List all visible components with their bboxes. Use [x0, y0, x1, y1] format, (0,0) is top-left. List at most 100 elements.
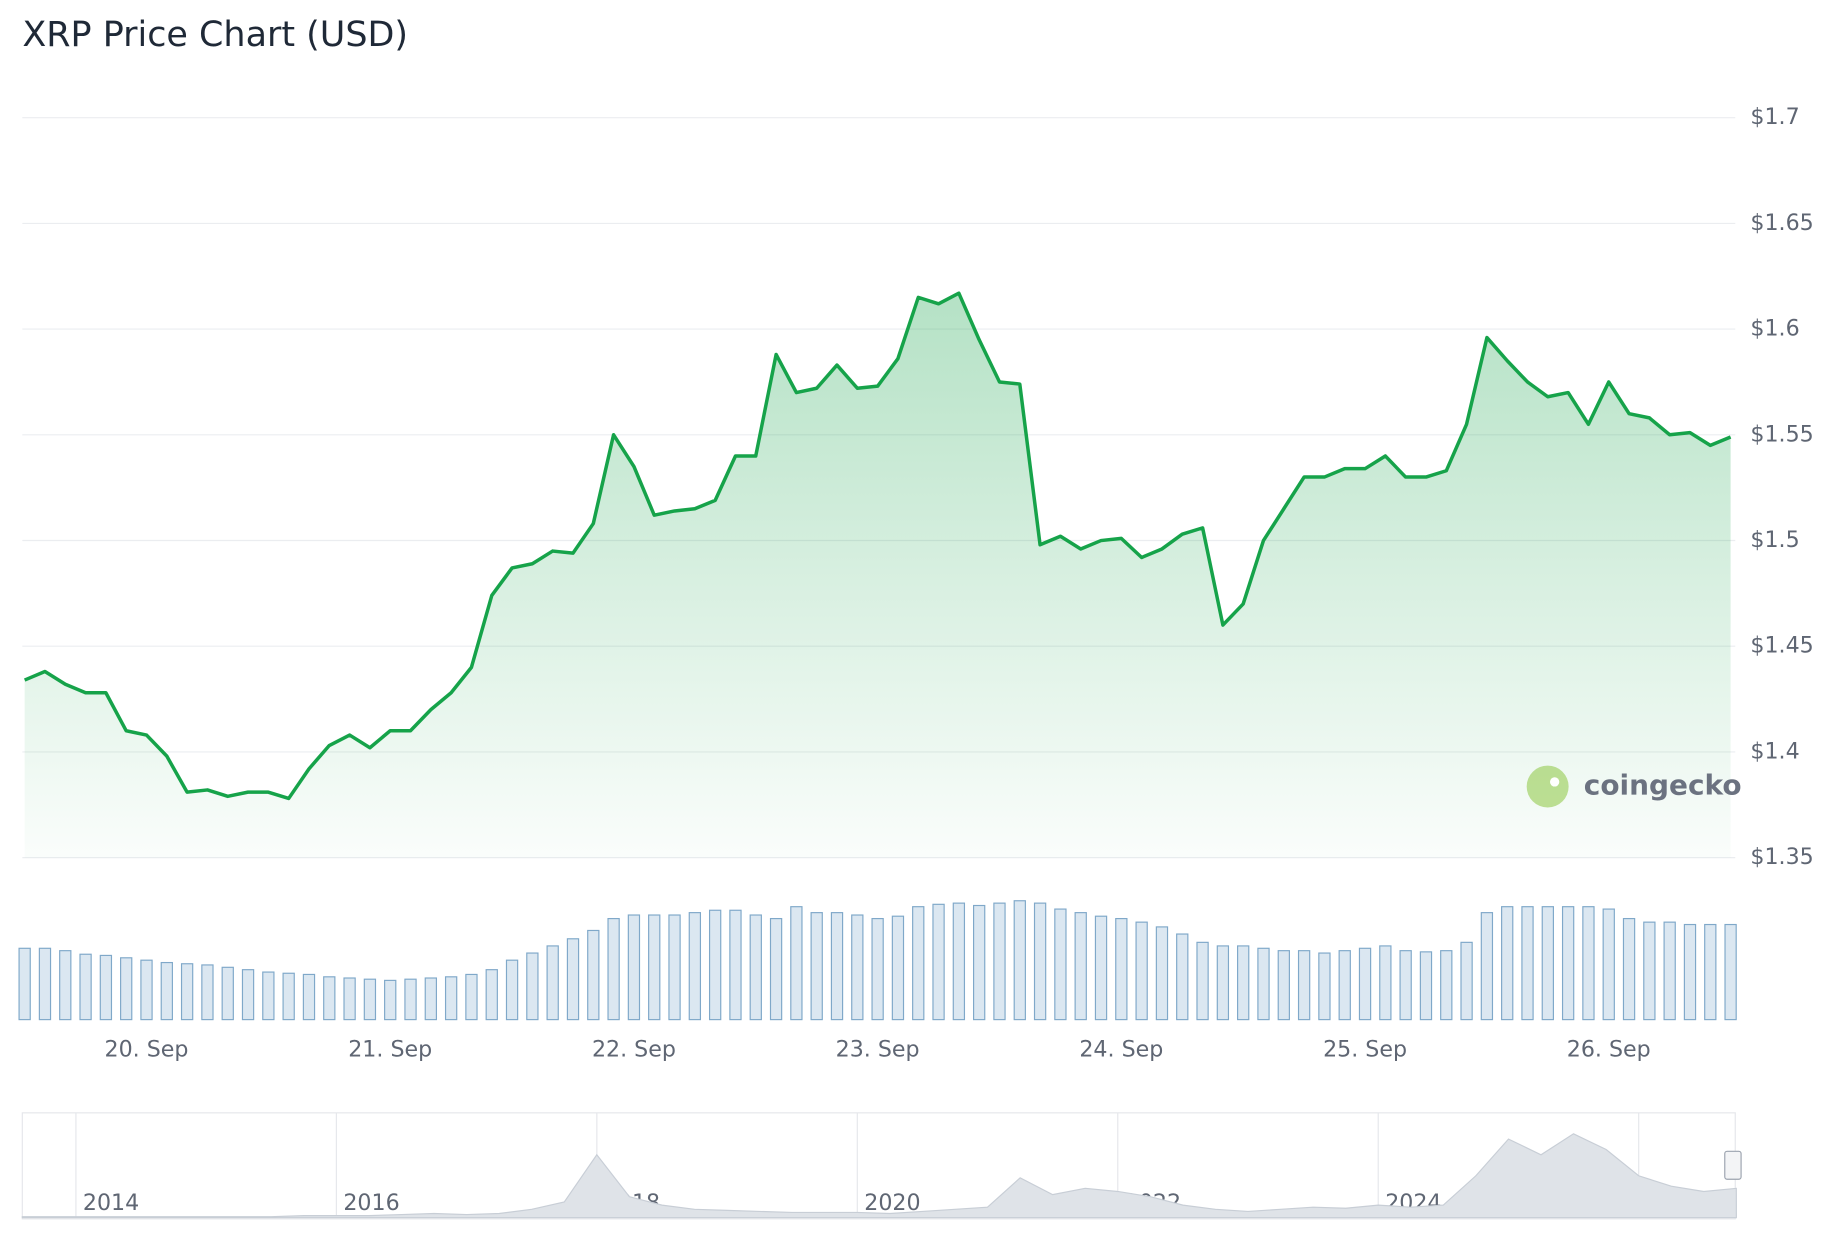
volume-bar: [566, 938, 580, 1021]
x-tick-label: 26. Sep: [1567, 1036, 1651, 1062]
volume-bar: [1013, 900, 1026, 1021]
y-tick-label: $1.45: [1750, 633, 1813, 659]
volume-bar: [1237, 945, 1250, 1021]
navigator-handle[interactable]: [1724, 1150, 1742, 1180]
volume-bar: [1358, 947, 1372, 1021]
volume-bar: [363, 978, 377, 1021]
volume-bar: [444, 976, 458, 1021]
volume-bar: [221, 966, 234, 1021]
volume-bar: [282, 972, 295, 1021]
x-tick-label: 20. Sep: [105, 1036, 189, 1062]
volume-bar: [140, 959, 153, 1021]
volume-bar: [688, 912, 702, 1021]
volume-bar: [160, 961, 173, 1021]
volume-bar: [1176, 933, 1189, 1021]
volume-bar: [1602, 908, 1615, 1021]
volume-bar: [973, 904, 986, 1021]
volume-bar: [18, 947, 31, 1021]
chart-title: XRP Price Chart (USD): [22, 15, 408, 55]
x-tick-label: 24. Sep: [1079, 1036, 1163, 1062]
volume-bar: [384, 979, 397, 1021]
volume-bar: [871, 917, 884, 1021]
x-tick-label: 21. Sep: [348, 1036, 432, 1062]
volume-bar: [241, 969, 255, 1021]
nav-area: [21, 1133, 1737, 1219]
volume-bar: [912, 906, 925, 1021]
nav-year-label: 2016: [343, 1190, 399, 1216]
volume-bar: [99, 954, 113, 1021]
volume-bar: [180, 963, 194, 1021]
volume-bar: [1582, 906, 1595, 1021]
volume-bar: [546, 945, 559, 1021]
volume-bar: [1561, 906, 1575, 1021]
volume-bar: [1216, 945, 1230, 1021]
volume-bar: [1643, 921, 1656, 1021]
volume-bar: [587, 929, 600, 1021]
x-tick-label: 25. Sep: [1323, 1036, 1407, 1062]
volume-bar: [323, 976, 336, 1021]
volume-bar: [1297, 950, 1311, 1021]
nav-year-label: 2014: [83, 1190, 139, 1216]
volume-bar: [1155, 926, 1169, 1021]
price-line: [23, 291, 1732, 801]
volume-bar: [59, 950, 72, 1021]
volume-bar: [952, 902, 966, 1021]
volume-bar: [1440, 950, 1453, 1021]
volume-bar: [1622, 917, 1636, 1021]
volume-bar: [1033, 902, 1047, 1021]
volume-bar: [851, 914, 864, 1021]
volume-bar: [1704, 923, 1717, 1021]
volume-bar: [1521, 906, 1534, 1021]
volume-bar: [302, 973, 316, 1021]
volume-bar: [1277, 950, 1290, 1021]
volume-bar: [830, 912, 844, 1021]
volume-bar: [1338, 950, 1351, 1021]
logo: [1526, 765, 1569, 808]
volume-bar: [1480, 912, 1494, 1021]
volume-bar: [810, 912, 823, 1021]
volume-bar: [1501, 906, 1514, 1021]
volume-bar: [1460, 941, 1473, 1021]
volume-bar: [1054, 908, 1067, 1021]
volume-bar: [201, 964, 214, 1021]
y-tick-label: $1.55: [1750, 421, 1813, 447]
volume-bar: [424, 977, 437, 1021]
logo-eye: [1549, 777, 1560, 787]
watermark-text: coingecko: [1584, 769, 1742, 802]
volume-bar: [1683, 923, 1697, 1021]
volume-bar: [1074, 912, 1087, 1021]
volume-bar: [648, 914, 661, 1021]
volume-bar: [790, 906, 803, 1021]
volume-bar: [505, 959, 519, 1021]
volume-bar: [932, 903, 945, 1021]
volume-bar: [485, 969, 498, 1021]
volume-bar: [1379, 945, 1392, 1021]
volume-bar: [708, 909, 722, 1021]
volume-bar: [120, 957, 133, 1021]
volume-bar: [993, 902, 1006, 1021]
volume-bar: [526, 952, 539, 1021]
volume-bar: [668, 914, 681, 1021]
volume-bar: [1399, 950, 1412, 1021]
volume-bar: [1094, 915, 1108, 1021]
x-tick-label: 22. Sep: [592, 1036, 676, 1062]
volume-bar: [465, 973, 478, 1021]
x-tick-label: 23. Sep: [836, 1036, 920, 1062]
watermark: coingecko: [1526, 765, 1742, 808]
y-tick-label: $1.7: [1750, 104, 1799, 130]
y-tick-label: $1.35: [1750, 844, 1813, 870]
volume-bar: [38, 947, 52, 1021]
volume-bar: [1115, 917, 1128, 1021]
volume-bar: [1196, 941, 1209, 1021]
volume-bar: [343, 977, 356, 1021]
y-tick-label: $1.4: [1750, 738, 1799, 764]
volume-bar: [769, 917, 783, 1021]
y-tick-label: $1.65: [1750, 210, 1813, 236]
volume-bar: [1135, 921, 1148, 1021]
volume-bar: [891, 915, 905, 1021]
volume-bar: [749, 914, 762, 1021]
volume-bar: [1724, 923, 1737, 1021]
volume-bar: [1318, 952, 1331, 1021]
y-tick-label: $1.6: [1750, 316, 1799, 342]
